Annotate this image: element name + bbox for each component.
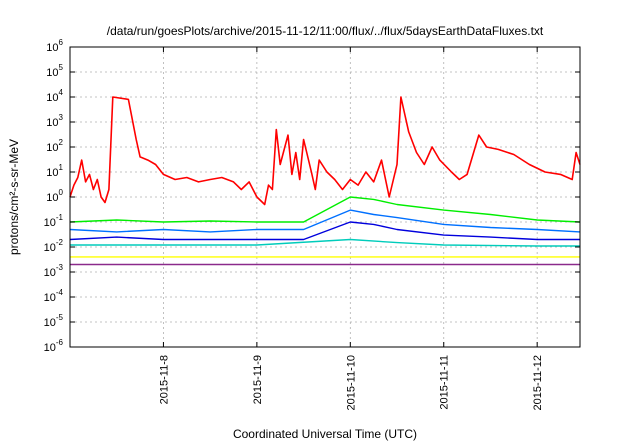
y-tick-label: 100 <box>46 188 63 204</box>
y-axis-ticks: 106 105 104 103 102 101 100 10-1 10-2 10-3 10-4 10-… <box>44 38 580 354</box>
series-group <box>69 96 581 266</box>
y-tick-label: 101 <box>46 163 63 179</box>
x-tick-label: 2015-11-12 <box>532 355 544 410</box>
x-tick-label: 2015-11-8 <box>158 355 170 404</box>
y-axis-label: protons/cm²-s-sr-MeV <box>7 139 21 255</box>
series-line-2 <box>69 196 581 223</box>
y-tick-label: 102 <box>46 138 63 154</box>
series-line-4 <box>69 221 580 241</box>
x-tick-label: 2015-11-9 <box>252 355 264 404</box>
series-line-1 <box>69 96 581 206</box>
series-line-5 <box>70 238 580 247</box>
y-tick-label: 10-3 <box>44 263 64 279</box>
y-tick-label: 103 <box>46 113 63 129</box>
x-tick-label: 2015-11-11 <box>439 355 451 410</box>
chart-title: /data/run/goesPlots/archive/2015-11-12/1… <box>107 24 544 38</box>
y-tick-label: 105 <box>46 63 63 79</box>
y-tick-label: 10-4 <box>44 288 64 304</box>
y-tick-label: 10-6 <box>44 338 64 354</box>
series-line-3 <box>69 209 581 233</box>
y-tick-label: 106 <box>46 38 63 54</box>
x-axis-label: Coordinated Universal Time (UTC) <box>233 427 417 441</box>
y-tick-label: 104 <box>46 88 63 104</box>
grid-lines <box>70 47 580 347</box>
y-tick-label: 10-1 <box>44 213 64 229</box>
x-tick-label: 2015-11-10 <box>345 355 357 410</box>
y-tick-label: 10-2 <box>44 238 64 254</box>
x-axis-ticks: 2015-11-8 2015-11-9 2015-11-10 2015-11-11 20… <box>158 47 544 410</box>
y-tick-label: 10-5 <box>44 313 64 329</box>
